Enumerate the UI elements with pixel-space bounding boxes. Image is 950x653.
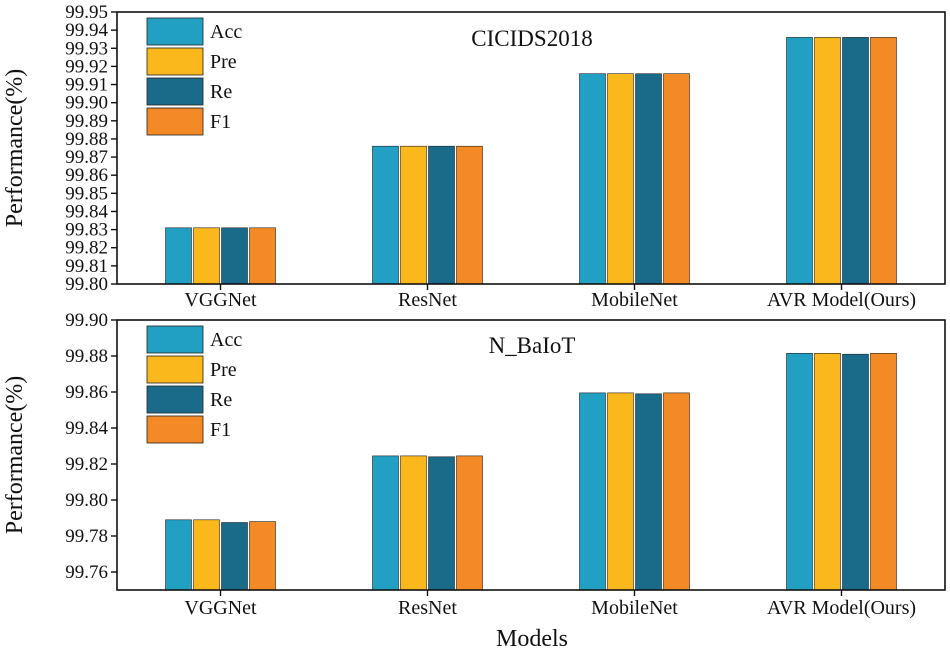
bar-f1-vggnet — [249, 227, 276, 285]
y-tick-label: 99.82 — [65, 454, 108, 475]
y-tick-label: 99.81 — [65, 256, 108, 277]
legend-label-re: Re — [210, 389, 232, 411]
y-tick-label: 99.76 — [65, 562, 108, 583]
bar-pre-mobilenet — [607, 392, 634, 591]
legend-label-acc: Acc — [210, 329, 242, 351]
legend-label-pre: Pre — [210, 359, 237, 381]
x-tick-label: ResNet — [398, 289, 457, 311]
legend-swatch-acc — [146, 325, 204, 354]
bar-pre-resnet — [400, 145, 427, 285]
bar-acc-vggnet — [165, 227, 192, 285]
y-tick-label: 99.80 — [65, 490, 108, 511]
y-tick-label: 99.83 — [65, 220, 108, 241]
chart-title: CICIDS2018 — [471, 26, 592, 51]
bar-acc-mobilenet — [579, 392, 606, 591]
x-tick-label: AVR Model(Ours) — [767, 289, 916, 311]
y-tick-label: 99.93 — [65, 38, 108, 59]
plot-frame — [116, 11, 946, 285]
y-tick-label: 99.85 — [65, 183, 108, 204]
bar-re-resnet — [428, 456, 455, 591]
y-tick-label: 99.94 — [65, 20, 108, 41]
legend-label-f1: F1 — [210, 111, 231, 133]
legend-swatch-pre — [146, 355, 204, 384]
bar-re-mobilenet — [635, 73, 662, 285]
bar-pre-resnet — [400, 455, 427, 591]
legend-label-f1: F1 — [210, 419, 231, 441]
legend-swatch-f1 — [146, 415, 204, 444]
chart-panel-n-baiot: VGGNet ResNet MobileNet AVR Model(Ours) 99.7… — [2, 310, 946, 619]
y-tick-label: 99.86 — [65, 382, 108, 403]
bar-f1-vggnet — [249, 521, 276, 591]
y-tick-label: 99.86 — [65, 165, 108, 186]
y-tick-label: 99.80 — [65, 274, 108, 295]
y-axis-title: Performance(%) — [2, 69, 28, 228]
legend: Acc Pre Re F1 — [146, 17, 242, 136]
bar-re-vggnet — [221, 522, 248, 591]
bar-acc-avr-model-ours — [786, 352, 813, 591]
y-tick-label: 99.84 — [65, 418, 108, 439]
bar-pre-avr-model-ours — [814, 37, 841, 285]
bar-pre-avr-model-ours — [814, 352, 841, 591]
legend-label-re: Re — [210, 81, 232, 103]
chart-panel-cicids2018: VGGNet ResNet MobileNet AVR Model(Ours) 99.8… — [2, 2, 946, 311]
x-axis-title: Models — [496, 626, 568, 652]
bar-f1-mobilenet — [663, 392, 690, 591]
legend: Acc Pre Re F1 — [146, 325, 242, 444]
bar-pre-vggnet — [193, 519, 220, 591]
legend-swatch-acc — [146, 17, 204, 46]
x-tick-label: VGGNet — [184, 289, 257, 311]
legend-swatch-re — [146, 385, 204, 414]
y-tick-label: 99.95 — [65, 2, 108, 23]
bar-re-resnet — [428, 145, 455, 285]
y-tick-label: 99.91 — [65, 75, 108, 96]
bar-re-avr-model-ours — [842, 37, 869, 285]
x-tick-label: MobileNet — [591, 289, 678, 311]
y-tick-label: 99.84 — [65, 201, 108, 222]
y-tick-label: 99.87 — [65, 147, 108, 168]
plot-frame — [116, 319, 946, 591]
x-tick-label: AVR Model(Ours) — [767, 597, 916, 619]
bar-acc-resnet — [372, 145, 399, 285]
y-axis-title: Performance(%) — [2, 376, 28, 535]
legend-swatch-pre — [146, 47, 204, 76]
bar-acc-vggnet — [165, 519, 192, 591]
chart-title: N_BaIoT — [489, 333, 576, 358]
bar-acc-resnet — [372, 455, 399, 591]
x-tick-label: ResNet — [398, 597, 457, 619]
y-tick-label: 99.88 — [65, 129, 108, 150]
bar-f1-resnet — [456, 145, 483, 285]
legend-label-acc: Acc — [210, 21, 242, 43]
y-tick-label: 99.90 — [65, 93, 108, 114]
bar-re-vggnet — [221, 227, 248, 285]
bar-re-avr-model-ours — [842, 353, 869, 591]
bar-f1-avr-model-ours — [870, 352, 897, 591]
legend-swatch-re — [146, 77, 204, 106]
bar-acc-mobilenet — [579, 73, 606, 285]
legend-swatch-f1 — [146, 107, 204, 136]
bar-f1-resnet — [456, 455, 483, 591]
bar-pre-mobilenet — [607, 73, 634, 285]
y-tick-label: 99.89 — [65, 111, 108, 132]
bar-f1-avr-model-ours — [870, 37, 897, 285]
x-tick-label: VGGNet — [184, 597, 257, 619]
bar-re-mobilenet — [635, 393, 662, 591]
bar-pre-vggnet — [193, 227, 220, 285]
bar-acc-avr-model-ours — [786, 37, 813, 285]
bar-f1-mobilenet — [663, 73, 690, 285]
y-tick-label: 99.88 — [65, 346, 108, 367]
legend-label-pre: Pre — [210, 51, 237, 73]
y-tick-label: 99.78 — [65, 526, 108, 547]
y-tick-label: 99.92 — [65, 56, 108, 77]
x-tick-label: MobileNet — [591, 597, 678, 619]
y-tick-label: 99.82 — [65, 238, 108, 259]
y-tick-label: 99.90 — [65, 310, 108, 331]
